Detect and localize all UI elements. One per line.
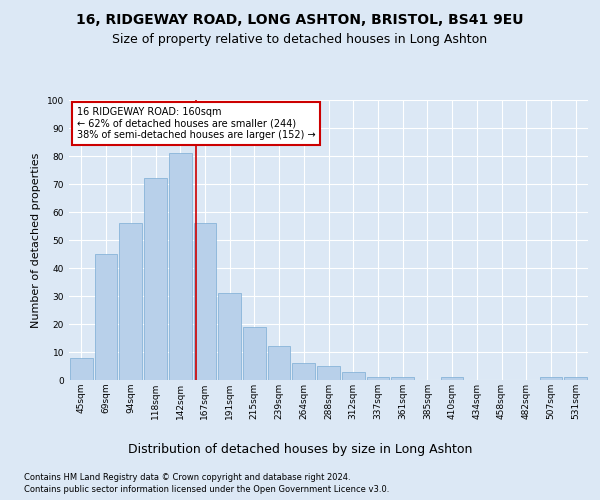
- Bar: [441, 377, 463, 380]
- Bar: [342, 372, 365, 380]
- Text: 16, RIDGEWAY ROAD, LONG ASHTON, BRISTOL, BS41 9EU: 16, RIDGEWAY ROAD, LONG ASHTON, BRISTOL,…: [76, 12, 524, 26]
- Bar: [169, 153, 191, 380]
- Bar: [70, 358, 93, 380]
- Bar: [292, 363, 315, 380]
- Y-axis label: Number of detached properties: Number of detached properties: [31, 152, 41, 328]
- Bar: [391, 377, 414, 380]
- Bar: [194, 223, 216, 380]
- Text: Size of property relative to detached houses in Long Ashton: Size of property relative to detached ho…: [112, 32, 488, 46]
- Text: 16 RIDGEWAY ROAD: 160sqm
← 62% of detached houses are smaller (244)
38% of semi-: 16 RIDGEWAY ROAD: 160sqm ← 62% of detach…: [77, 107, 316, 140]
- Bar: [218, 293, 241, 380]
- Text: Distribution of detached houses by size in Long Ashton: Distribution of detached houses by size …: [128, 442, 472, 456]
- Text: Contains HM Land Registry data © Crown copyright and database right 2024.: Contains HM Land Registry data © Crown c…: [24, 472, 350, 482]
- Bar: [95, 254, 118, 380]
- Bar: [367, 377, 389, 380]
- Bar: [119, 223, 142, 380]
- Bar: [268, 346, 290, 380]
- Bar: [539, 377, 562, 380]
- Bar: [243, 327, 266, 380]
- Text: Contains public sector information licensed under the Open Government Licence v3: Contains public sector information licen…: [24, 485, 389, 494]
- Bar: [144, 178, 167, 380]
- Bar: [317, 366, 340, 380]
- Bar: [564, 377, 587, 380]
